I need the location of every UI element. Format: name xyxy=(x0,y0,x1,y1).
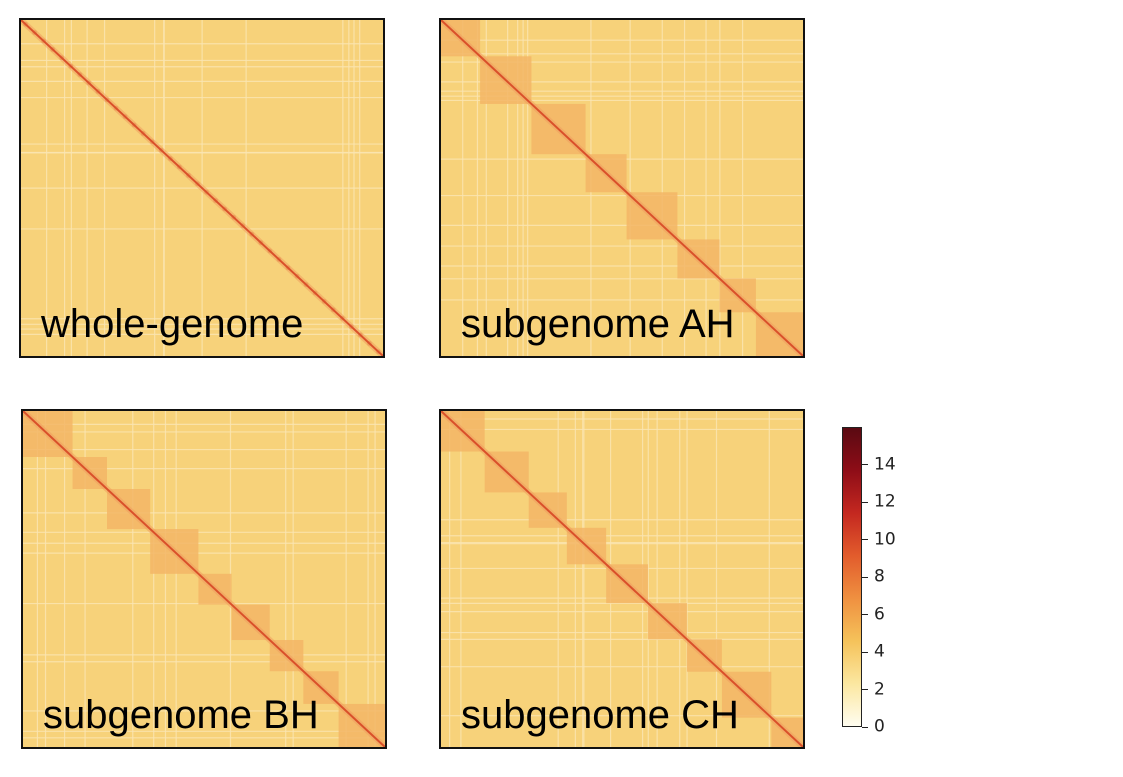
colorbar xyxy=(842,427,862,727)
diagonal-line xyxy=(441,411,803,747)
panel-label: subgenome CH xyxy=(461,693,739,737)
diagonal-line xyxy=(21,20,383,356)
heatmap-subgenome-bh xyxy=(23,411,385,747)
panel-label: whole-genome xyxy=(41,302,304,346)
colorbar-tick-label: 12 xyxy=(874,491,896,512)
colorbar-tick-mark xyxy=(862,726,868,728)
colorbar-tick-mark xyxy=(862,576,868,578)
colorbar-tick-mark xyxy=(862,501,868,503)
colorbar-tick-label: 8 xyxy=(874,566,885,587)
heatmap-panel-subgenome-ch: subgenome CH xyxy=(439,409,805,749)
colorbar-tick-label: 14 xyxy=(874,454,896,474)
panel-label: subgenome AH xyxy=(461,302,735,346)
colorbar-tick-mark xyxy=(862,614,868,615)
diagonal-line xyxy=(441,20,803,356)
heatmap-whole-genome xyxy=(21,20,383,356)
panel-label: subgenome BH xyxy=(43,693,319,737)
colorbar-tick-label: 0 xyxy=(874,716,885,737)
colorbar-tick-mark xyxy=(862,689,868,690)
colorbar-axis: 0 2 4 6 8 10 12 14 xyxy=(862,427,932,735)
heatmap-panel-subgenome-ah: subgenome AH xyxy=(439,18,805,358)
heatmap-subgenome-ah xyxy=(441,20,803,356)
colorbar-tick-mark xyxy=(862,464,868,465)
diagonal-line xyxy=(23,411,385,747)
colorbar-tick-mark xyxy=(862,539,868,540)
colorbar-tick-mark xyxy=(862,651,868,653)
colorbar-tick-label: 10 xyxy=(874,529,896,549)
colorbar-tick-label: 2 xyxy=(874,679,885,699)
heatmap-panel-subgenome-bh: subgenome BH xyxy=(21,409,387,749)
heatmap-subgenome-ch xyxy=(441,411,803,747)
colorbar-tick-label: 6 xyxy=(874,604,885,624)
heatmap-panel-whole-genome: whole-genome xyxy=(19,18,385,358)
colorbar-tick-label: 4 xyxy=(874,641,885,662)
